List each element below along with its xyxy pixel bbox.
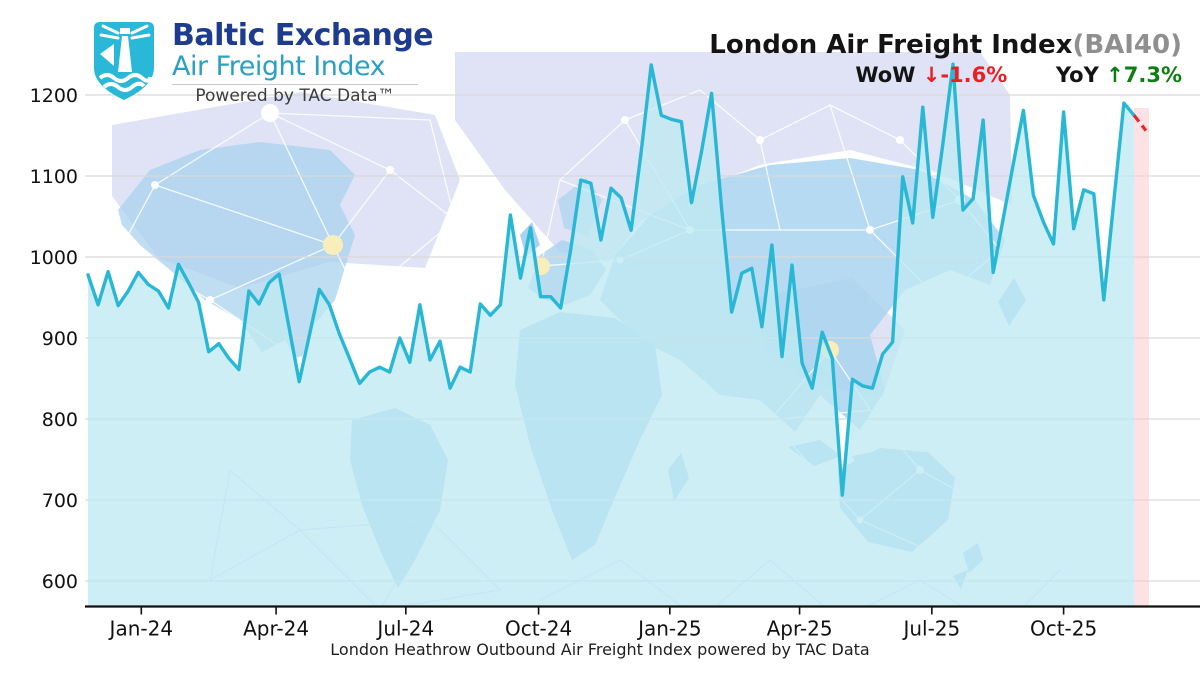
baltic-exchange-logo: Baltic Exchange Air Freight Index Powere…	[90, 18, 434, 107]
x-tick-label: Oct-24	[505, 617, 572, 641]
x-tick-label: Jul-24	[375, 617, 434, 641]
chart-header: London Air Freight Index(BAI40) WoW ↓-1.…	[709, 30, 1182, 87]
y-tick-label: 1200	[30, 85, 78, 107]
change-stats: WoW ↓-1.6% YoY ↑7.3%	[709, 63, 1182, 87]
yoy-label: YoY	[1055, 63, 1099, 87]
y-tick-label: 1100	[30, 166, 78, 188]
y-tick-label: 700	[42, 490, 78, 512]
y-tick-label: 600	[42, 571, 78, 593]
y-tick-label: 900	[42, 328, 78, 350]
x-tick-label: Jan-24	[108, 617, 174, 641]
x-tick-label: Apr-24	[243, 617, 309, 641]
page-title: London Air Freight Index(BAI40)	[709, 30, 1182, 60]
series-area	[88, 64, 1134, 607]
y-tick-label: 1000	[30, 247, 78, 269]
logo-tagline: Powered by TAC Data™	[195, 86, 395, 107]
series-line	[86, 62, 1136, 497]
wow-down-arrow-icon: ↓	[922, 63, 941, 87]
wow-value: -1.6%	[940, 63, 1008, 87]
y-tick-label: 800	[42, 409, 78, 431]
yoy-up-arrow-icon: ↑	[1106, 63, 1124, 87]
x-tick-label: Apr-25	[767, 617, 833, 641]
x-tick-label: Jul-25	[901, 617, 960, 641]
logo-divider	[172, 84, 418, 86]
chart-caption: London Heathrow Outbound Air Freight Ind…	[330, 640, 870, 659]
lighthouse-shield-icon	[94, 22, 154, 100]
chart-title-suffix: (BAI40)	[1072, 30, 1182, 60]
x-tick-label: Jan-25	[636, 617, 702, 641]
yoy-value: 7.3%	[1123, 63, 1182, 87]
provisional-segment	[1132, 114, 1148, 132]
provisional-band	[1134, 108, 1149, 607]
wow-label: WoW	[855, 63, 916, 87]
x-tick-label: Oct-25	[1030, 617, 1097, 641]
logo-brand-name: Baltic Exchange	[172, 18, 434, 53]
logo-product-name: Air Freight Index	[172, 50, 386, 82]
chart-title: London Air Freight Index	[709, 30, 1073, 60]
